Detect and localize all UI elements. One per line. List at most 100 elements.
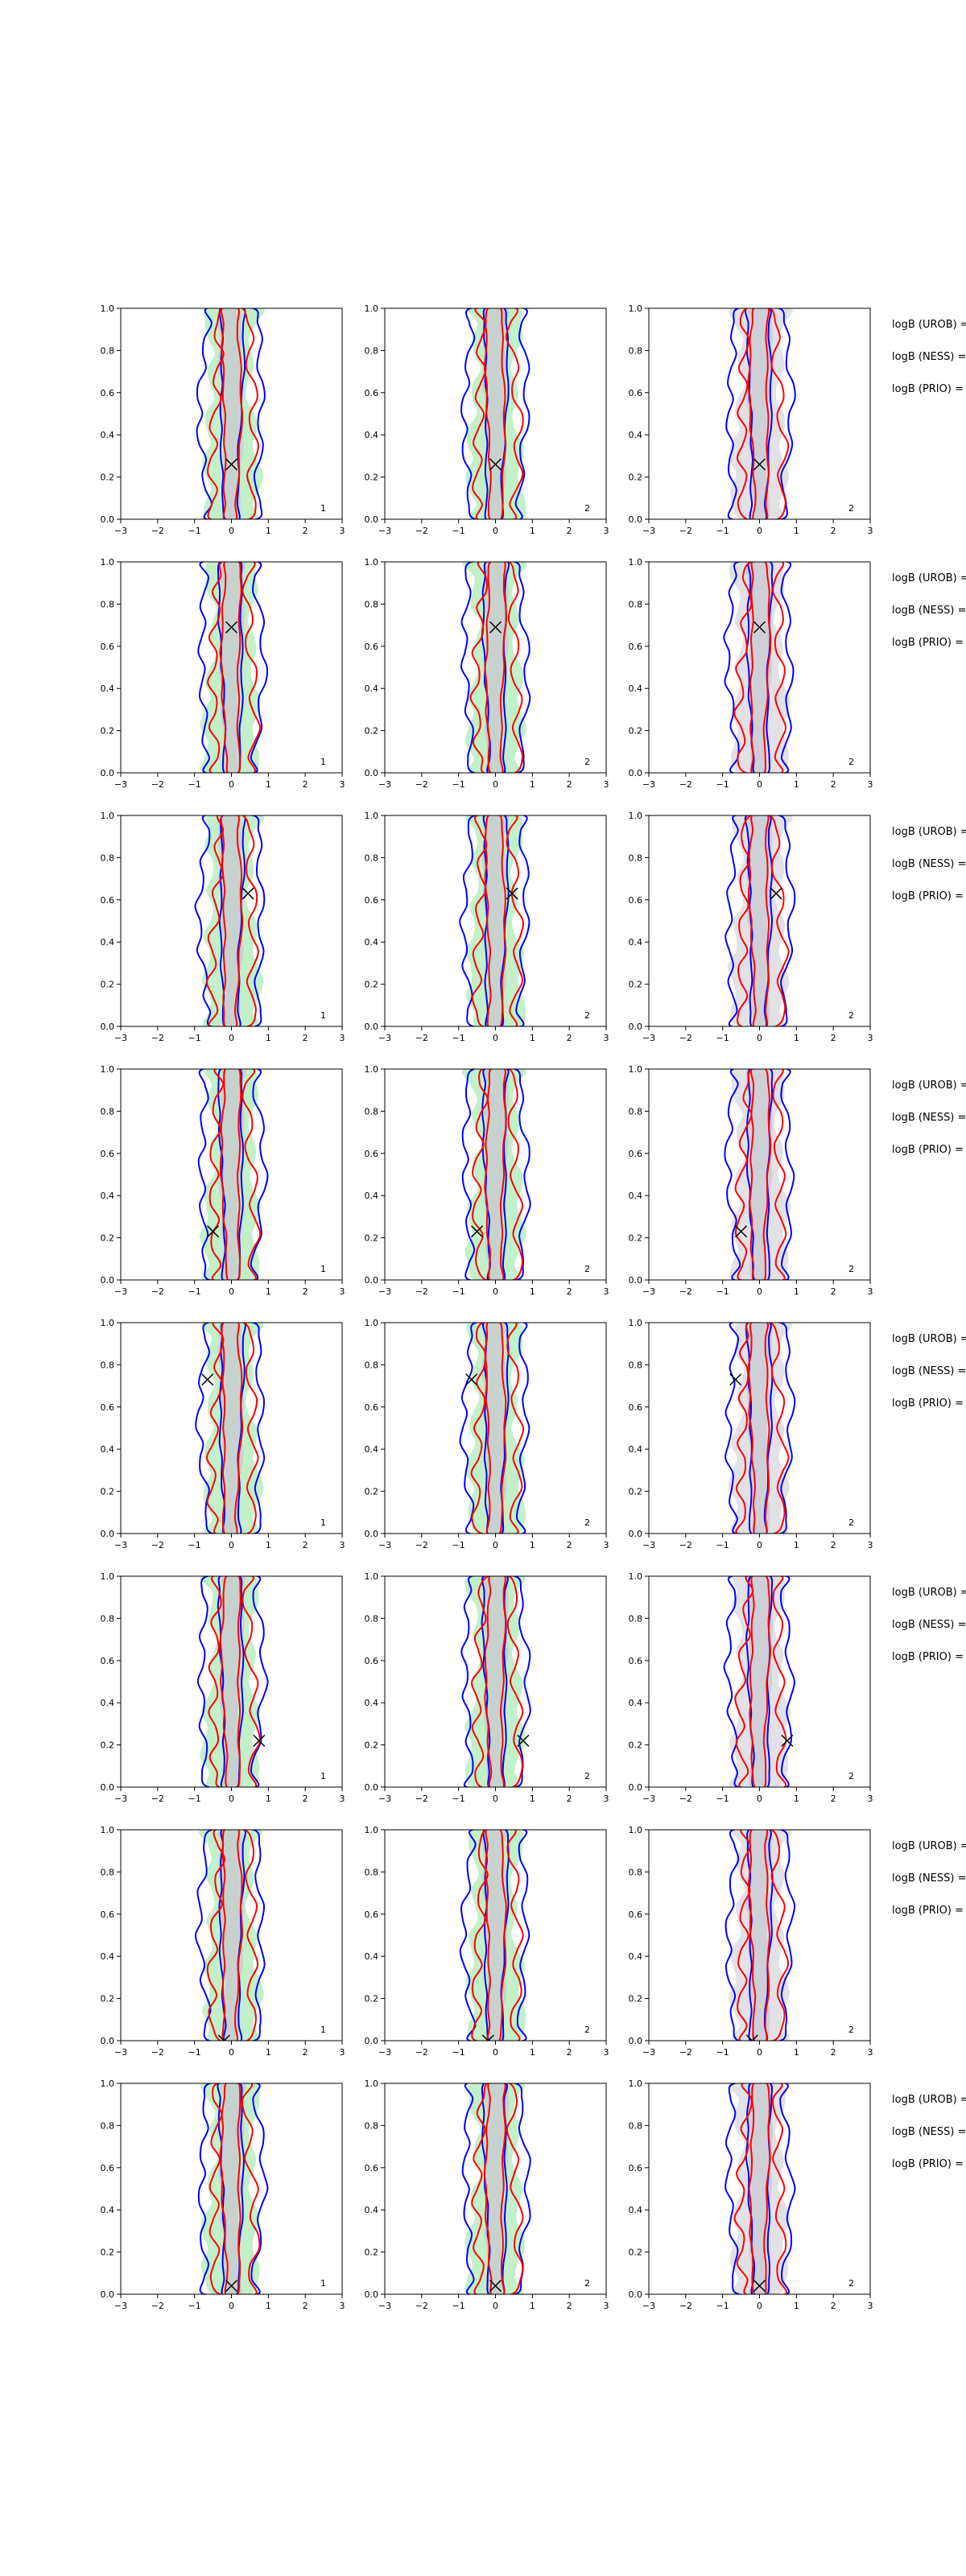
panel-plot-area [459,1830,530,2041]
y-tick-label: 0.8 [101,1360,115,1370]
x-tick-label: −3 [114,1033,127,1043]
x-tick-label: 2 [831,1794,836,1804]
blue-contour-outer [194,815,266,1026]
y-tick-label: 0.4 [101,683,115,694]
panel-index-label: 1 [320,2278,326,2289]
x-tick-label: −3 [378,779,391,790]
panel-plot-area [459,1323,530,1534]
x-tick-label: 1 [794,779,799,790]
x-tick-label: 2 [567,1540,572,1550]
panel-index-label: 1 [320,1517,326,1528]
y-tick-label: 0.4 [365,1191,379,1201]
panel-index-label: 1 [320,757,326,767]
panel-index-label: 2 [848,1517,854,1528]
y-tick-label: 1.0 [101,811,115,821]
y-tick-label: 1.0 [629,1318,643,1328]
y-tick-label: 0.6 [365,1149,379,1159]
true-value-marker [242,887,254,900]
panel-plot-area [724,1069,795,1280]
blue-contour-inner [481,2083,509,2294]
x-tick-label: −3 [114,779,127,790]
y-tick-label: 1.0 [629,1825,643,1835]
panel-index-label: 2 [848,1010,854,1021]
panel-r4-c3: −3 −2 −1 0 1 2 3 0.0 0.2 0.4 0.6 0.8 1.0 2 [629,1064,873,1297]
blue-contour-outer [459,1830,530,2041]
panel-plot-area [724,1830,796,2041]
blue-contour-outer [197,1069,269,1280]
logB-annotation: logB (UROB) = [892,572,966,584]
panel-plot-area [459,815,530,1026]
x-tick-label: 0 [757,526,762,536]
logB-annotation: logB (UROB) = [892,1840,966,1852]
red-contour-outer [469,562,523,773]
x-tick-label: 1 [794,1033,799,1043]
y-tick-label: 0.6 [365,388,379,398]
x-tick-label: 3 [604,1033,609,1043]
y-tick-label: 0.8 [629,1360,643,1370]
y-tick-label: 0.8 [365,2120,379,2131]
red-contour-outer [208,1576,261,1787]
x-tick-label: 3 [868,2301,873,2311]
x-tick-label: 2 [831,779,836,790]
y-tick-label: 0.4 [629,1698,643,1708]
y-tick-label: 0.6 [629,895,643,906]
x-tick-label: 3 [340,1794,345,1804]
logB-annotation: logB (NESS) = [892,351,966,363]
logB-annotation: logB (UROB) = [892,826,966,838]
y-tick-label: 0.2 [629,1994,643,2004]
x-tick-label: −3 [114,2301,127,2311]
blue-contour-outer [724,1069,795,1280]
x-tick-label: 0 [757,1286,762,1297]
red-contour-inner [484,1323,507,1534]
red-contour-inner [749,1069,772,1280]
true-value-marker [770,887,782,900]
panel-index-label: 1 [320,2025,326,2035]
x-tick-label: −2 [679,526,692,536]
red-contour-outer [472,1069,524,1280]
x-tick-label: 0 [493,2301,498,2311]
blue-contour-outer [195,1323,266,1534]
y-tick-label: 0.2 [101,980,115,990]
x-tick-label: −1 [716,2301,729,2311]
y-tick-label: 0.0 [629,1782,643,1793]
logB-annotation: logB (PRIO) = [892,1144,964,1156]
x-tick-label: −3 [378,2301,391,2311]
blue-contour-inner [745,562,774,773]
x-tick-label: −2 [415,2047,428,2058]
y-tick-label: 0.6 [101,1149,115,1159]
x-tick-label: −2 [679,2047,692,2058]
x-tick-label: 1 [266,526,271,536]
y-tick-label: 0.8 [101,2120,115,2131]
x-tick-label: −2 [415,1286,428,1297]
blue-contour-outer [459,815,530,1026]
x-tick-label: 0 [493,2047,498,2058]
y-tick-label: 0.4 [101,937,115,947]
logB-annotation: logB (UROB) = [892,1587,966,1599]
x-tick-label: 2 [831,2047,836,2058]
logB-annotation: logB (PRIO) = [892,2158,964,2170]
blue-contour-outer [196,308,266,519]
blue-contour-inner [217,1576,245,1787]
x-tick-label: 3 [868,1794,873,1804]
y-tick-label: 0.2 [101,1994,115,2004]
panel-plot-area [196,308,266,519]
y-tick-label: 0.0 [365,2289,379,2300]
red-contour-inner [747,1830,771,2041]
red-contour-outer [207,308,259,519]
y-tick-label: 0.4 [365,2205,379,2215]
true-value-marker [253,1734,266,1747]
panel-index-label: 1 [320,1010,326,1021]
blue-contour-outer [725,308,796,519]
true-value-marker [489,458,502,471]
y-tick-label: 1.0 [629,811,643,821]
y-tick-label: 0.4 [365,937,379,947]
y-tick-label: 0.0 [101,1782,115,1793]
x-tick-label: 0 [493,1033,498,1043]
y-tick-label: 0.6 [101,895,115,906]
y-tick-label: 0.2 [365,1233,379,1244]
red-contour-outer [206,1830,259,2041]
red-contour-outer [472,308,524,519]
red-contour-outer [470,1323,525,1534]
x-tick-label: 1 [266,1286,271,1297]
y-tick-label: 0.0 [365,768,379,778]
